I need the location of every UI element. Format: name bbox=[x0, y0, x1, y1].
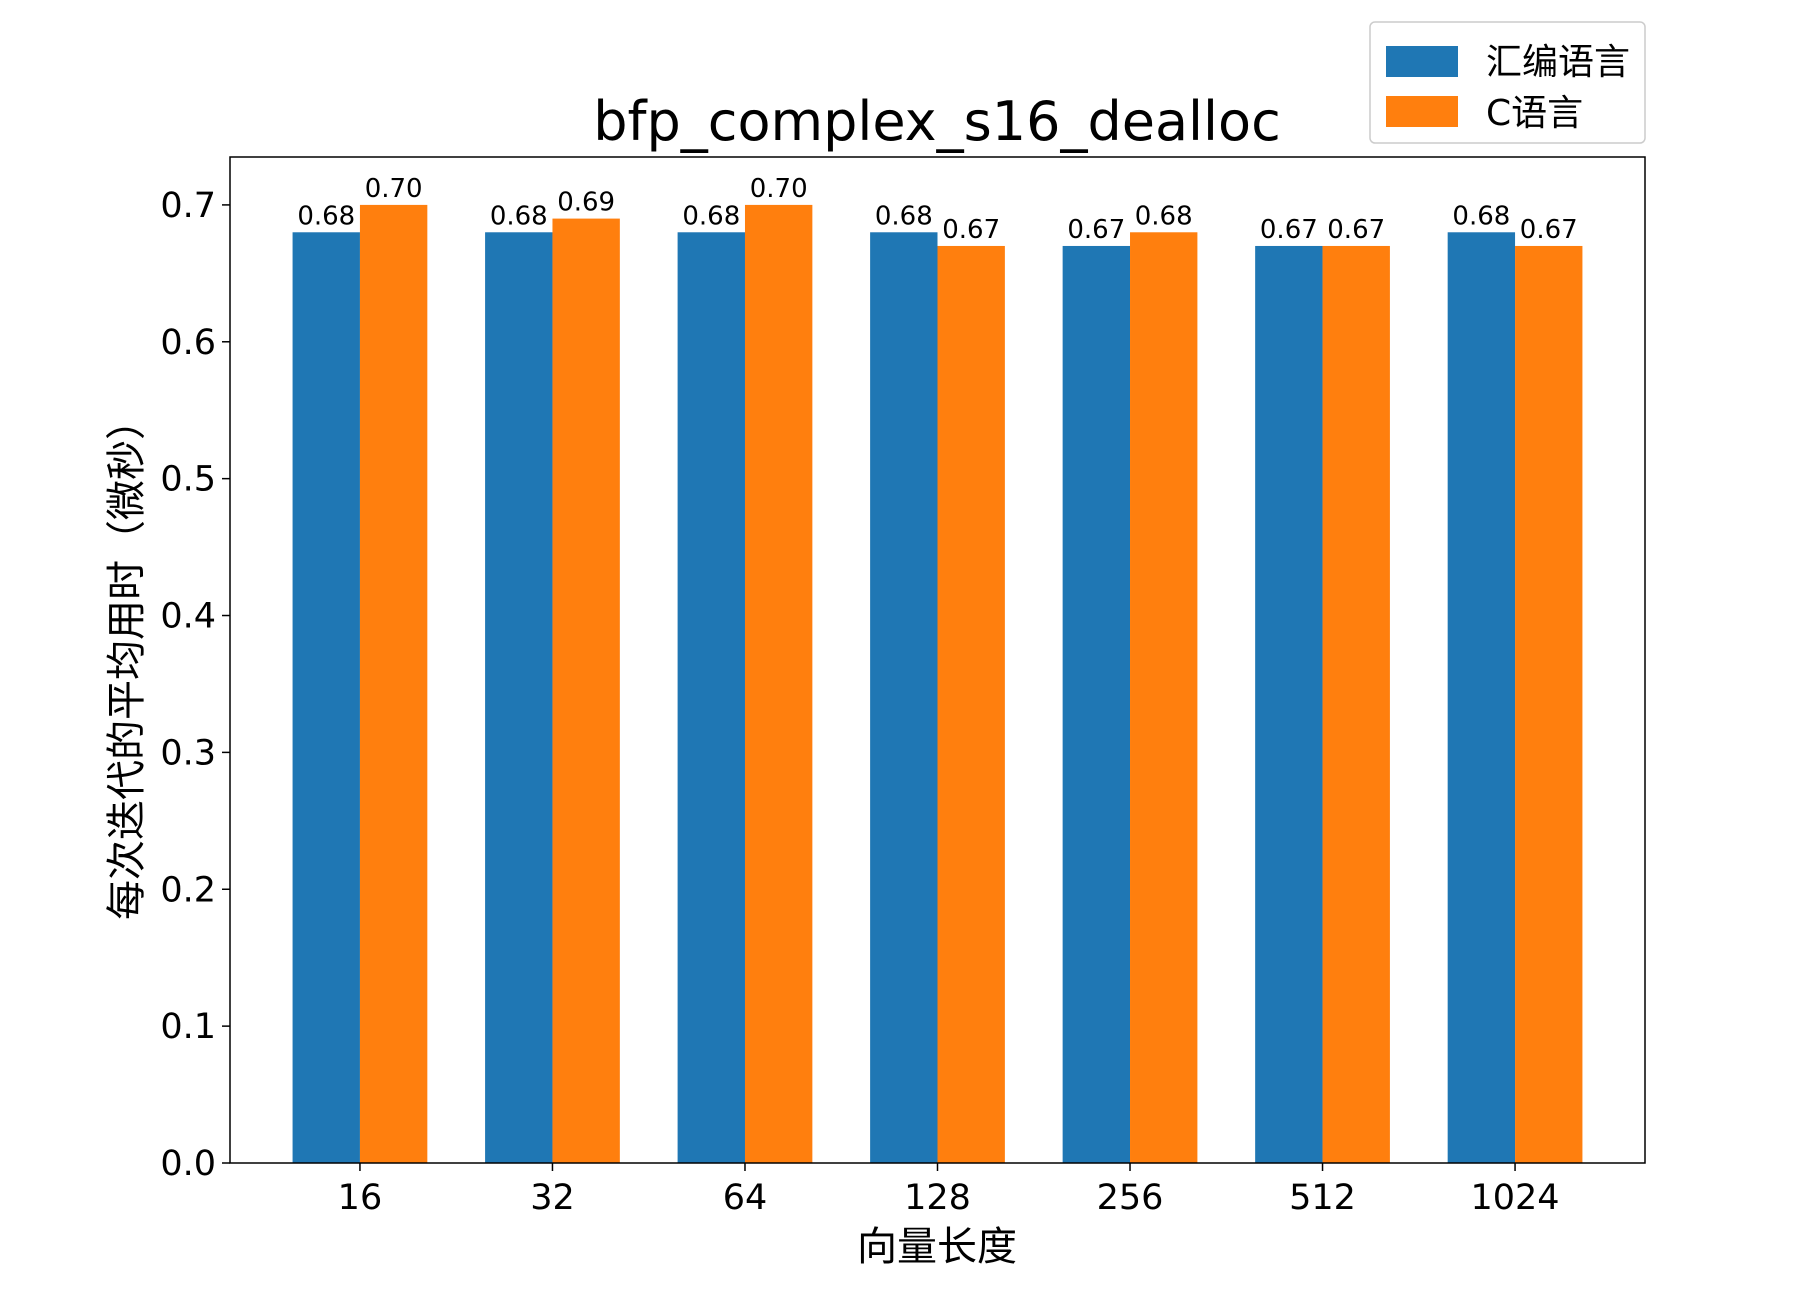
bar-value-label: 0.70 bbox=[365, 174, 423, 204]
legend-label-c: C语言 bbox=[1486, 93, 1583, 134]
y-tick-label: 0.0 bbox=[160, 1144, 216, 1184]
bar-c-128 bbox=[937, 245, 1005, 1163]
bar-value-label: 0.70 bbox=[750, 174, 808, 204]
bar-asm-256 bbox=[1062, 245, 1131, 1163]
bar-asm-1024 bbox=[1447, 232, 1516, 1163]
y-tick-label: 0.1 bbox=[160, 1007, 216, 1047]
legend-swatch-c bbox=[1386, 96, 1458, 127]
bar-c-1024 bbox=[1515, 245, 1583, 1163]
bar-c-512 bbox=[1322, 245, 1390, 1163]
y-tick-label: 0.3 bbox=[160, 733, 216, 773]
bar-value-label: 0.68 bbox=[1452, 201, 1510, 231]
bar-c-256 bbox=[1130, 232, 1198, 1163]
bar-value-label: 0.68 bbox=[1135, 201, 1193, 231]
bar-value-label: 0.68 bbox=[297, 201, 355, 231]
x-axis-label: 向量长度 bbox=[857, 1224, 1017, 1270]
legend-swatch-asm bbox=[1386, 46, 1458, 77]
bar-c-16 bbox=[359, 204, 428, 1163]
bar-asm-64 bbox=[677, 232, 745, 1163]
bar-value-label: 0.68 bbox=[682, 201, 740, 231]
legend-label-asm: 汇编语言 bbox=[1486, 42, 1630, 83]
bar-value-label: 0.67 bbox=[1520, 215, 1578, 245]
bar-value-label: 0.68 bbox=[490, 201, 548, 231]
chart-title: bfp_complex_s16_dealloc bbox=[593, 90, 1281, 153]
x-tick-label: 16 bbox=[338, 1178, 383, 1218]
bar-asm-512 bbox=[1255, 245, 1323, 1163]
bar-asm-128 bbox=[870, 232, 938, 1163]
y-tick-label: 0.5 bbox=[160, 460, 216, 500]
x-tick-label: 32 bbox=[530, 1178, 575, 1218]
y-tick-label: 0.7 bbox=[160, 186, 216, 226]
x-tick-label: 1024 bbox=[1471, 1178, 1560, 1218]
bar-value-label: 0.68 bbox=[875, 201, 933, 231]
x-tick-label: 64 bbox=[723, 1178, 768, 1218]
bar-value-label: 0.67 bbox=[1327, 215, 1385, 245]
bar-value-label: 0.67 bbox=[942, 215, 1000, 245]
bar-asm-32 bbox=[485, 232, 553, 1163]
bar-c-32 bbox=[552, 218, 620, 1163]
y-tick-label: 0.2 bbox=[160, 870, 216, 910]
y-tick-label: 0.6 bbox=[160, 323, 216, 363]
y-axis-label: 每次迭代的平均用时（微秒） bbox=[104, 400, 150, 920]
x-tick-label: 512 bbox=[1289, 1178, 1356, 1218]
x-tick-label: 128 bbox=[904, 1178, 971, 1218]
bar-value-label: 0.67 bbox=[1067, 215, 1125, 245]
bar-value-label: 0.67 bbox=[1260, 215, 1318, 245]
bar-value-label: 0.69 bbox=[557, 188, 615, 218]
y-tick-label: 0.4 bbox=[160, 597, 216, 637]
x-tick-label: 256 bbox=[1097, 1178, 1164, 1218]
bar-c-64 bbox=[744, 204, 813, 1163]
legend: 汇编语言 C语言 bbox=[1369, 21, 1646, 144]
bar-asm-16 bbox=[292, 232, 360, 1163]
